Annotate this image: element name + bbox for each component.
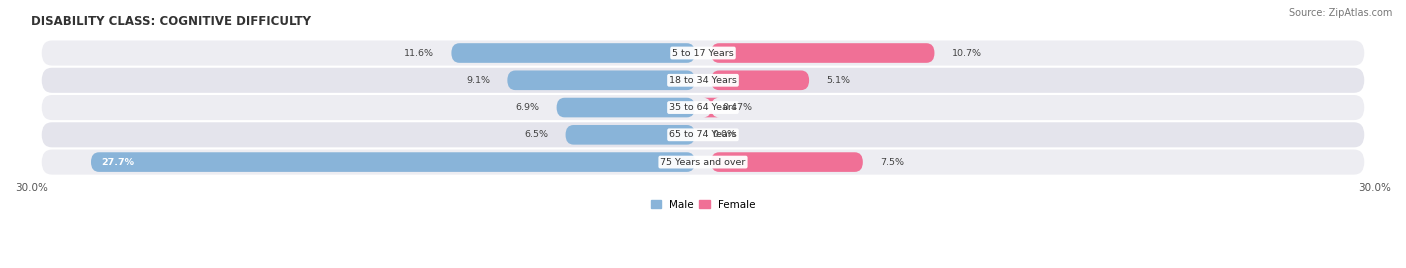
Text: 6.9%: 6.9% [516,103,540,112]
Text: 11.6%: 11.6% [405,49,434,58]
Text: 10.7%: 10.7% [952,49,981,58]
Text: 6.5%: 6.5% [524,130,548,139]
FancyBboxPatch shape [42,95,1364,120]
FancyBboxPatch shape [42,150,1364,175]
FancyBboxPatch shape [711,70,808,90]
Text: 5.1%: 5.1% [827,76,851,85]
Text: DISABILITY CLASS: COGNITIVE DIFFICULTY: DISABILITY CLASS: COGNITIVE DIFFICULTY [31,15,312,28]
FancyBboxPatch shape [711,43,935,63]
Legend: Male, Female: Male, Female [647,195,759,214]
FancyBboxPatch shape [42,68,1364,93]
FancyBboxPatch shape [42,40,1364,66]
Text: 18 to 34 Years: 18 to 34 Years [669,76,737,85]
FancyBboxPatch shape [565,125,695,145]
Text: 5 to 17 Years: 5 to 17 Years [672,49,734,58]
FancyBboxPatch shape [703,98,718,117]
FancyBboxPatch shape [42,122,1364,147]
Text: 7.5%: 7.5% [880,158,904,167]
Text: 0.47%: 0.47% [723,103,752,112]
Text: 75 Years and over: 75 Years and over [661,158,745,167]
FancyBboxPatch shape [711,152,863,172]
FancyBboxPatch shape [451,43,695,63]
Text: Source: ZipAtlas.com: Source: ZipAtlas.com [1288,8,1392,18]
Text: 65 to 74 Years: 65 to 74 Years [669,130,737,139]
Text: 9.1%: 9.1% [467,76,491,85]
FancyBboxPatch shape [508,70,695,90]
Text: 0.0%: 0.0% [711,130,735,139]
FancyBboxPatch shape [557,98,695,117]
FancyBboxPatch shape [91,152,695,172]
Text: 27.7%: 27.7% [101,158,134,167]
Text: 35 to 64 Years: 35 to 64 Years [669,103,737,112]
